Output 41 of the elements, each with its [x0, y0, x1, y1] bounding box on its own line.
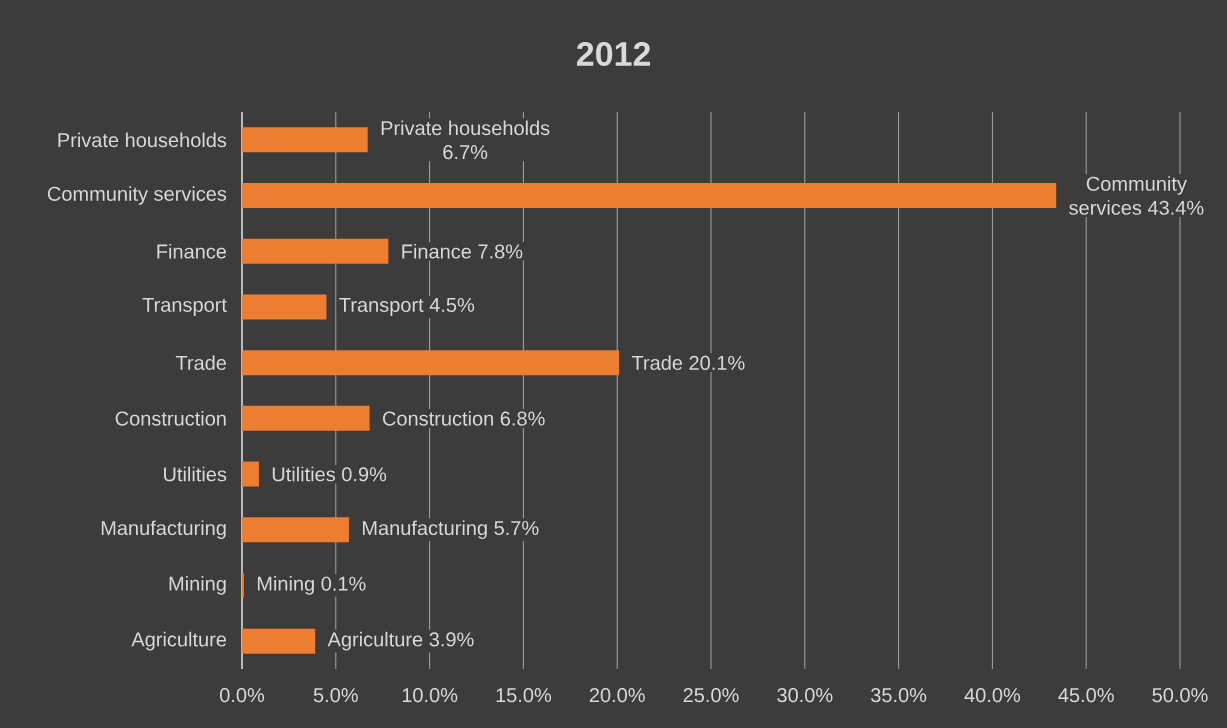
data-label: Agriculture 3.9% [327, 631, 474, 651]
x-tick-label: 40.0% [964, 688, 1021, 703]
y-tick-label: Construction [115, 410, 226, 426]
x-tick-label: 50.0% [1152, 688, 1208, 703]
x-tick-label: 35.0% [870, 688, 927, 703]
bar [242, 405, 370, 431]
chart-title: 2012 [576, 41, 651, 67]
y-tick-label: Manufacturing [101, 520, 226, 540]
y-tick-label: Community services [47, 186, 227, 205]
y-tick-label: Agriculture [131, 631, 227, 651]
bar [242, 350, 620, 376]
x-tick-label: 25.0% [683, 688, 739, 703]
bar [242, 461, 259, 487]
y-tick-label: Utilities [164, 466, 227, 482]
y-tick-label: Private households [58, 132, 227, 148]
bar [242, 628, 316, 654]
data-label: Transport 4.5% [339, 297, 475, 316]
x-tick-label: 20.0% [589, 688, 645, 703]
data-label: Private households 6.7% [381, 120, 550, 160]
x-tick-label: 30.0% [777, 688, 833, 703]
data-label: Mining 0.1% [257, 576, 366, 595]
x-tick-label: 5.0% [313, 688, 358, 703]
x-tick-label: 45.0% [1058, 688, 1114, 703]
data-label: Community services 43.4% [1069, 176, 1204, 215]
data-label: Utilities 0.9% [272, 466, 387, 482]
bar [242, 238, 389, 264]
y-tick-label: Trade [175, 355, 227, 370]
data-label: Trade 20.1% [631, 355, 745, 370]
y-tick-label: Finance [157, 243, 227, 259]
x-tick-label: 15.0% [496, 688, 552, 703]
x-tick-label: 0.0% [220, 688, 265, 703]
y-tick-label: Mining [169, 576, 226, 595]
bar [242, 517, 349, 543]
bar [242, 183, 1057, 209]
data-label: Construction 6.8% [382, 410, 545, 426]
bar [242, 127, 368, 153]
data-label: Manufacturing 5.7% [362, 520, 539, 540]
data-label: Finance 7.8% [402, 243, 523, 259]
bar [242, 294, 327, 320]
x-tick-label: 10.0% [402, 688, 458, 703]
y-tick-label: Transport [142, 297, 227, 316]
